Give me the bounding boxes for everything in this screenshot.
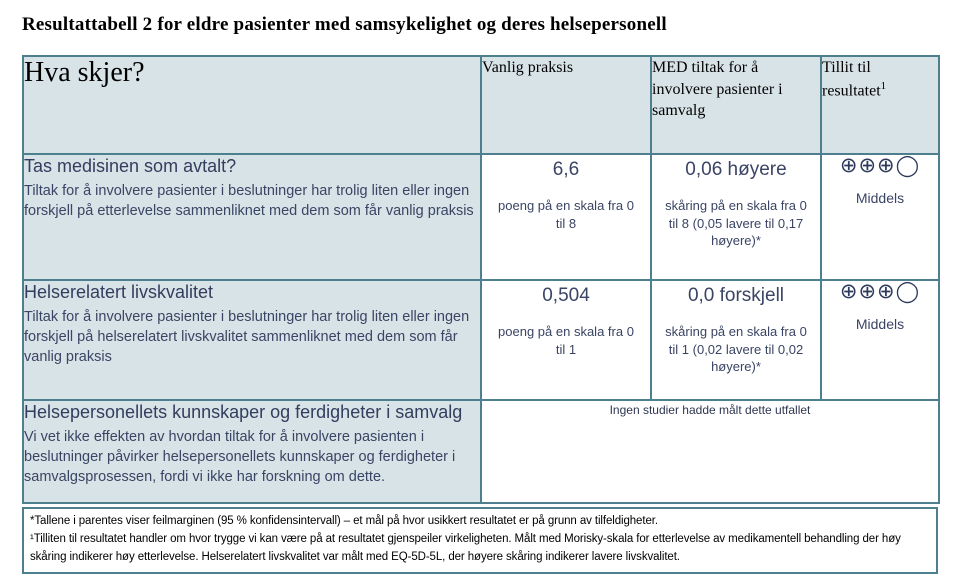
certainty-label: Middels bbox=[855, 190, 905, 206]
header-intervention: MED tiltak for å involvere pasienter i s… bbox=[650, 55, 822, 155]
usual-practice-scale: poeng på en skala fra 0 til 1 bbox=[498, 324, 634, 357]
header-outcome: Hva skjer? bbox=[22, 55, 482, 155]
certainty-cell: ⊕⊕⊕◯ Middels bbox=[820, 153, 940, 281]
table-row-personnel-skills: Helsepersonellets kunnskaper og ferdighe… bbox=[22, 399, 940, 504]
intervention-scale: skåring på en skala fra 0 til 1 (0,02 la… bbox=[665, 324, 807, 375]
header-certainty-label: Tillit til resultatet bbox=[822, 59, 881, 99]
header-certainty: Tillit til resultatet1 bbox=[820, 55, 940, 155]
no-studies-cell: Ingen studier hadde målt dette utfallet bbox=[480, 399, 940, 504]
grade-rating-icon: ⊕⊕⊕◯ bbox=[839, 153, 921, 177]
outcome-title: Helserelatert livskvalitet bbox=[24, 282, 214, 302]
outcome-description: Tiltak for å involvere pasienter i beslu… bbox=[24, 309, 470, 366]
outcome-title: Tas medisinen som avtalt? bbox=[24, 156, 237, 176]
footnote-confidence-interval: *Tallene i parentes viser feilmarginen (… bbox=[30, 515, 658, 527]
certainty-label: Middels bbox=[855, 316, 905, 332]
intervention-scale: skåring på en skala fra 0 til 8 (0,05 la… bbox=[665, 198, 807, 249]
table-header-row: Hva skjer? Vanlig praksis MED tiltak for… bbox=[22, 55, 940, 155]
footnote-certainty-explanation: ¹Tilliten til resultatet handler om hvor… bbox=[30, 532, 901, 563]
page-title: Resultattabell 2 for eldre pasienter med… bbox=[22, 14, 667, 35]
results-table: Hva skjer? Vanlig praksis MED tiltak for… bbox=[22, 55, 940, 504]
outcome-cell: Helsepersonellets kunnskaper og ferdighe… bbox=[22, 399, 482, 504]
intervention-cell: 0,0 forskjell skåring på en skala fra 0 … bbox=[650, 279, 822, 401]
usual-practice-scale: poeng på en skala fra 0 til 8 bbox=[498, 198, 634, 231]
intervention-value: 0,06 høyere bbox=[685, 159, 787, 180]
no-studies-note: Ingen studier hadde målt dette utfallet bbox=[609, 403, 811, 417]
outcome-description: Tiltak for å involvere pasienter i beslu… bbox=[24, 183, 474, 220]
usual-practice-cell: 0,504 poeng på en skala fra 0 til 1 bbox=[480, 279, 652, 401]
usual-practice-cell: 6,6 poeng på en skala fra 0 til 8 bbox=[480, 153, 652, 281]
intervention-cell: 0,06 høyere skåring på en skala fra 0 ti… bbox=[650, 153, 822, 281]
intervention-value: 0,0 forskjell bbox=[687, 285, 785, 306]
outcome-cell: Tas medisinen som avtalt? Tiltak for å i… bbox=[22, 153, 482, 281]
usual-practice-value: 0,504 bbox=[542, 285, 590, 306]
outcome-title: Helsepersonellets kunnskaper og ferdighe… bbox=[24, 402, 463, 422]
outcome-cell: Helserelatert livskvalitet Tiltak for å … bbox=[22, 279, 482, 401]
header-certainty-footnote-marker: 1 bbox=[880, 79, 887, 92]
table-row-quality-of-life: Helserelatert livskvalitet Tiltak for å … bbox=[22, 279, 940, 401]
table-row-medication-adherence: Tas medisinen som avtalt? Tiltak for å i… bbox=[22, 153, 940, 281]
header-usual-practice: Vanlig praksis bbox=[480, 55, 652, 155]
outcome-description: Vi vet ikke effekten av hvordan tiltak f… bbox=[24, 429, 456, 486]
grade-rating-icon: ⊕⊕⊕◯ bbox=[839, 279, 921, 303]
usual-practice-value: 6,6 bbox=[552, 159, 580, 180]
footnotes-box: *Tallene i parentes viser feilmarginen (… bbox=[22, 507, 938, 575]
certainty-cell: ⊕⊕⊕◯ Middels bbox=[820, 279, 940, 401]
